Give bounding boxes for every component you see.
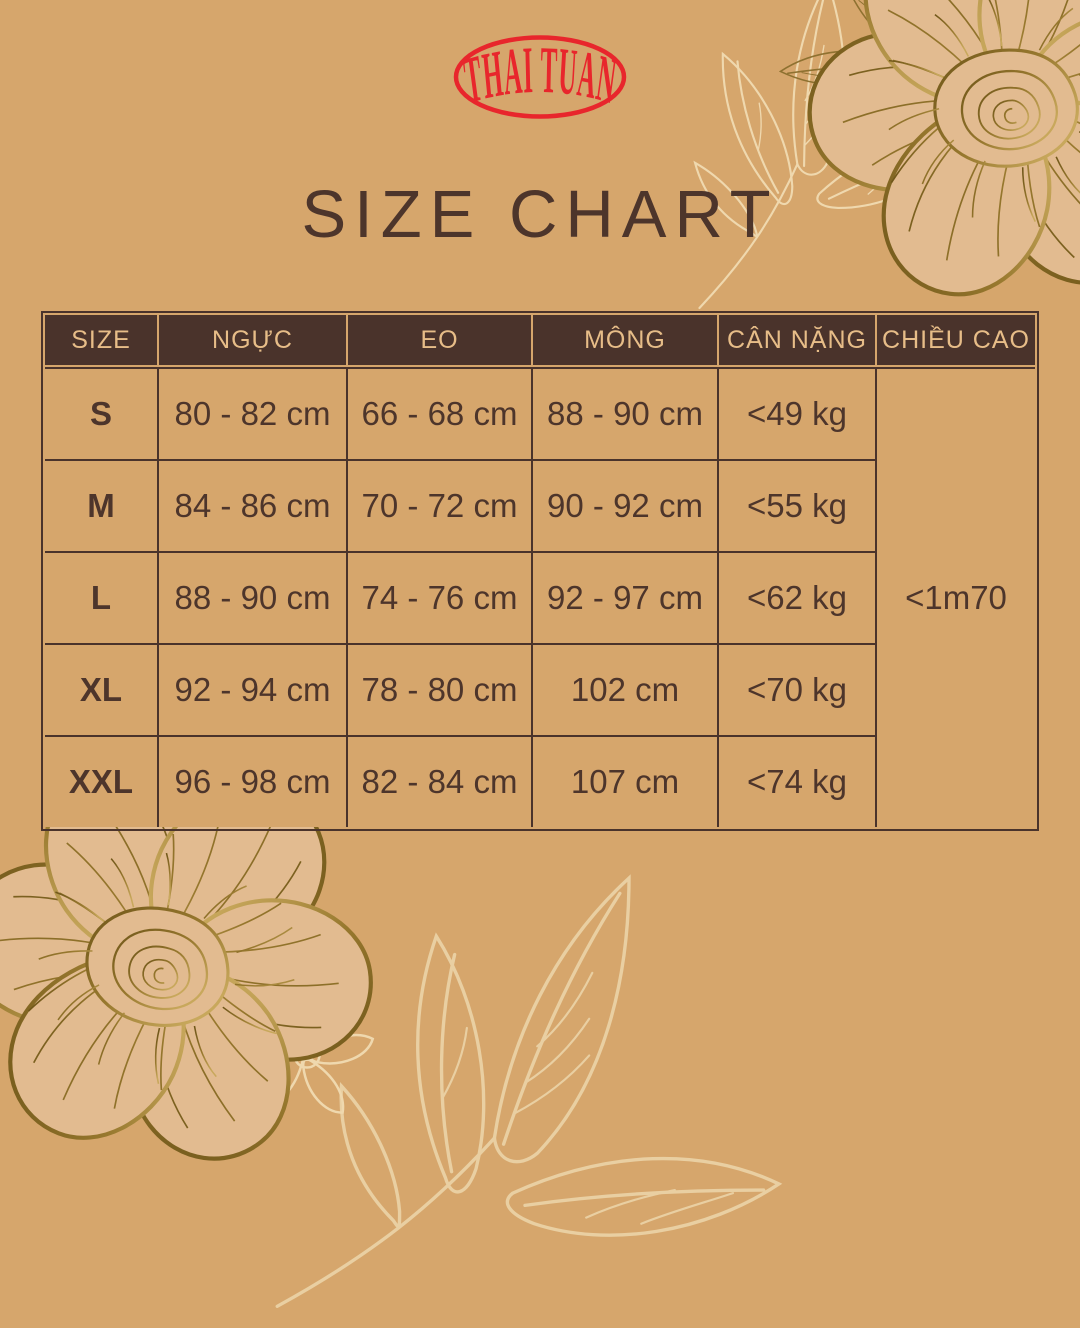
cell-hip-xl: 102 cm bbox=[533, 645, 717, 735]
cell-size-xl: XL bbox=[45, 645, 157, 735]
cell-waist-xl: 78 - 80 cm bbox=[348, 645, 531, 735]
page-title: SIZE CHART bbox=[301, 177, 779, 252]
table-header-row: SIZE NGỰC EO MÔNG CÂN NẶNG CHIỀU CAO bbox=[45, 315, 1035, 365]
cell-size-l: L bbox=[45, 553, 157, 643]
table-body: <1m70 S 80 - 82 cm 66 - 68 cm 88 - 90 cm… bbox=[45, 367, 1035, 827]
size-chart-table: SIZE NGỰC EO MÔNG CÂN NẶNG CHIỀU CAO <1m… bbox=[41, 311, 1039, 831]
flower-outline-cream-bottom-left bbox=[232, 980, 382, 1130]
logo-text: THAI TUAN bbox=[460, 34, 619, 119]
col-header-chest: NGỰC bbox=[159, 315, 346, 365]
cell-chest-s: 80 - 82 cm bbox=[159, 369, 346, 459]
cell-waist-l: 74 - 76 cm bbox=[348, 553, 531, 643]
leaf-spray-cream-top-right bbox=[614, 0, 1003, 310]
cell-size-s: S bbox=[45, 369, 157, 459]
logo-oval bbox=[453, 35, 627, 119]
col-header-size: SIZE bbox=[45, 315, 157, 365]
cell-waist-s: 66 - 68 cm bbox=[348, 369, 531, 459]
cell-hip-s: 88 - 90 cm bbox=[533, 369, 717, 459]
cell-chest-xxl: 96 - 98 cm bbox=[159, 737, 346, 827]
cell-waist-xxl: 82 - 84 cm bbox=[348, 737, 531, 827]
cell-size-xxl: XXL bbox=[45, 737, 157, 827]
col-header-hip: MÔNG bbox=[533, 315, 717, 365]
cell-hip-xxl: 107 cm bbox=[533, 737, 717, 827]
col-header-height: CHIỀU CAO bbox=[877, 315, 1035, 365]
cell-chest-m: 84 - 86 cm bbox=[159, 461, 346, 551]
cell-chest-xl: 92 - 94 cm bbox=[159, 645, 346, 735]
leaf-spray-gold-top-right bbox=[760, 0, 1019, 129]
cell-weight-s: <49 kg bbox=[719, 369, 875, 459]
thai-tuan-logo: THAI TUAN bbox=[453, 34, 627, 119]
cell-chest-l: 88 - 90 cm bbox=[159, 553, 346, 643]
height-merged-cell: <1m70 bbox=[877, 369, 1035, 827]
cell-hip-l: 92 - 97 cm bbox=[533, 553, 717, 643]
cell-weight-m: <55 kg bbox=[719, 461, 875, 551]
cell-weight-xl: <70 kg bbox=[719, 645, 875, 735]
col-header-waist: EO bbox=[348, 315, 531, 365]
col-header-weight: CÂN NẶNG bbox=[719, 315, 875, 365]
cell-size-m: M bbox=[45, 461, 157, 551]
cell-waist-m: 70 - 72 cm bbox=[348, 461, 531, 551]
cell-weight-l: <62 kg bbox=[719, 553, 875, 643]
cell-weight-xxl: <74 kg bbox=[719, 737, 875, 827]
leaf-spray-cream-bottom-center bbox=[275, 876, 781, 1308]
svg-text:THAI TUAN: THAI TUAN bbox=[460, 34, 620, 119]
cell-hip-m: 90 - 92 cm bbox=[533, 461, 717, 551]
